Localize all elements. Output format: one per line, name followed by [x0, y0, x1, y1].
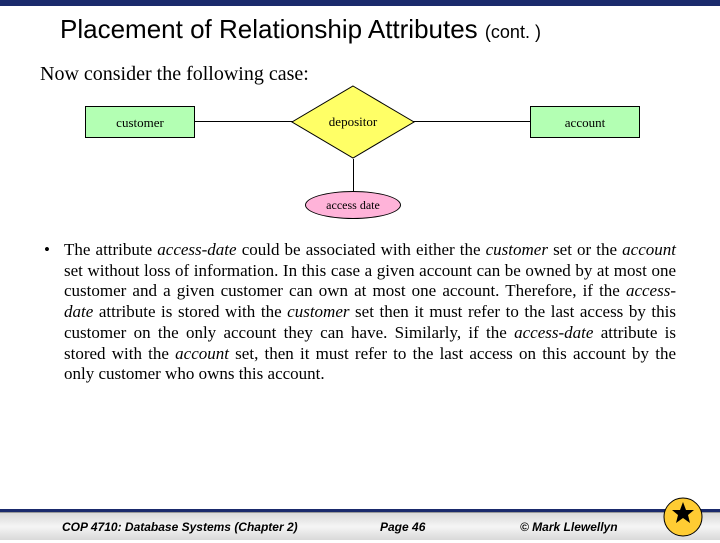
entity-customer: customer	[85, 106, 195, 138]
footer-course: COP 4710: Database Systems (Chapter 2)	[62, 520, 298, 534]
footer: COP 4710: Database Systems (Chapter 2) P…	[0, 509, 720, 540]
connector-left	[195, 121, 296, 122]
title-area: Placement of Relationship Attributes (co…	[0, 6, 720, 86]
connector-right	[410, 121, 530, 122]
footer-credit: © Mark Llewellyn	[520, 520, 618, 534]
er-diagram: customer account depositor access date	[40, 96, 680, 226]
ucf-logo-icon	[662, 496, 704, 538]
page-title: Placement of Relationship Attributes (co…	[60, 14, 680, 45]
body-paragraph: • The attribute access-date could be ass…	[0, 226, 720, 385]
title-main: Placement of Relationship Attributes	[60, 14, 478, 44]
bullet-text: The attribute access-date could be assoc…	[64, 240, 676, 385]
connector-attr	[353, 159, 354, 192]
entity-account: account	[530, 106, 640, 138]
relationship-label: depositor	[288, 82, 418, 162]
attribute-access-date: access date	[305, 191, 401, 219]
bullet-marker: •	[44, 240, 64, 385]
title-cont: (cont. )	[485, 22, 541, 42]
footer-bar: COP 4710: Database Systems (Chapter 2) P…	[0, 512, 720, 540]
footer-page: Page 46	[380, 520, 425, 534]
relationship-depositor: depositor	[288, 82, 418, 162]
